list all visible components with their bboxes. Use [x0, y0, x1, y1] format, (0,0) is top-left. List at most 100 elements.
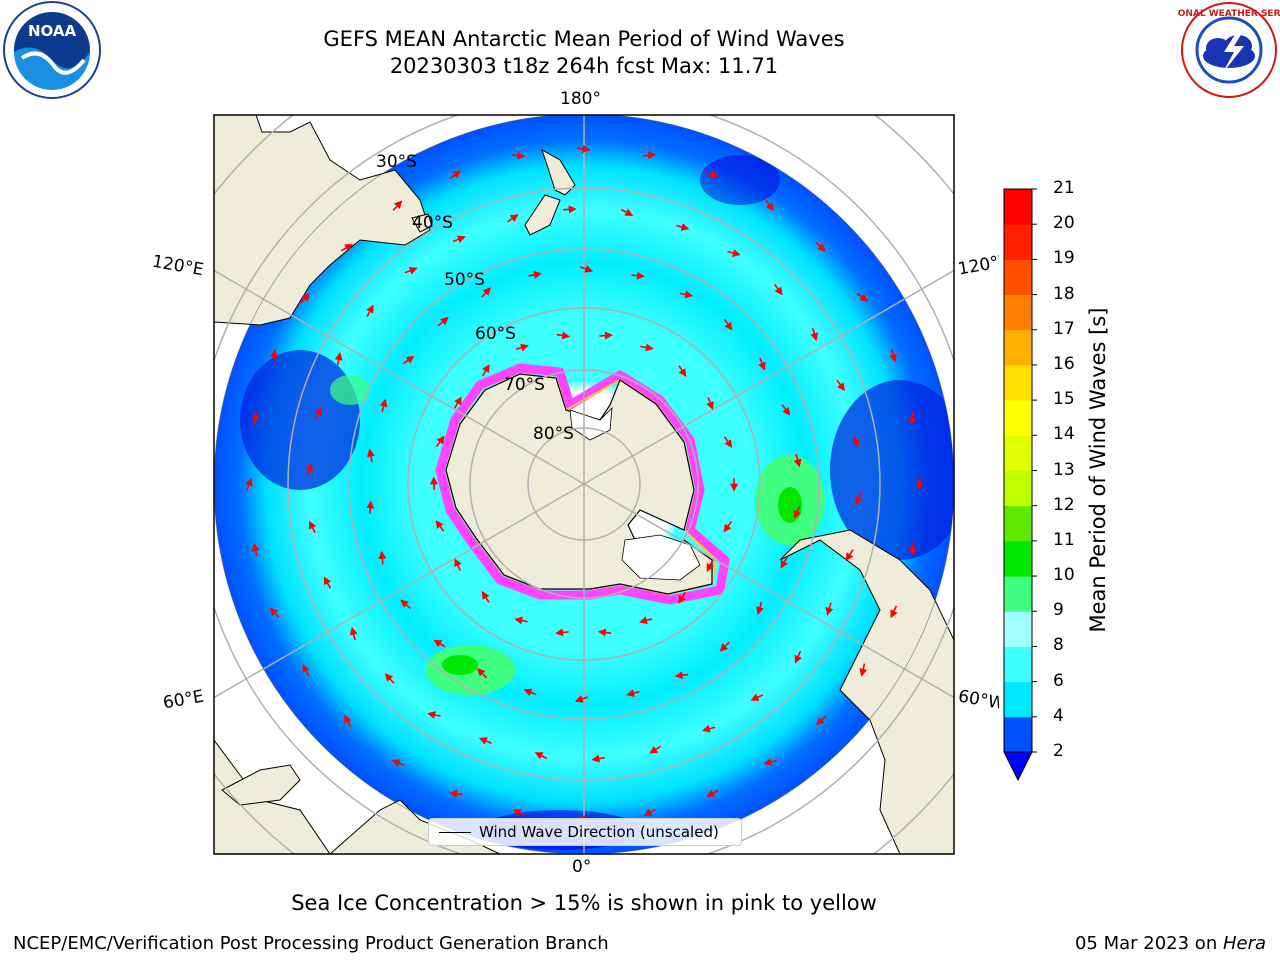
- wind-wave-arrow: [851, 434, 860, 448]
- wind-wave-arrow: [452, 235, 466, 244]
- sea-ice-edge: [435, 363, 730, 605]
- wind-wave-arrow: [391, 759, 405, 767]
- colorbar-segment: [1004, 716, 1032, 753]
- wind-wave-arrow: [620, 208, 634, 216]
- lon-label-0: 0°: [572, 857, 592, 877]
- chart-title: GEFS MEAN Antarctic Mean Period of Wind …: [323, 27, 845, 51]
- wind-wave-arrow: [914, 477, 923, 491]
- wind-wave-arrow: [705, 170, 719, 178]
- colorbar-segment: [1004, 540, 1032, 577]
- colorbar-segment: [1004, 364, 1032, 401]
- wind-wave-arrow: [756, 601, 764, 616]
- wind-wave-arrow: [512, 809, 526, 817]
- wind-wave-arrow: [793, 454, 802, 468]
- wind-wave-arrow: [478, 737, 492, 745]
- colorbar-label: Mean Period of Wind Waves [s]: [1086, 307, 1110, 633]
- map-frame: [213, 114, 955, 855]
- wind-wave-arrow: [555, 628, 569, 637]
- wind-wave-arrow: [793, 506, 801, 519]
- wind-wave-arrow: [723, 436, 733, 448]
- lat-label-50s: 50°S: [444, 270, 485, 290]
- colorbar-segment: [1004, 646, 1032, 683]
- wind-wave-arrow: [794, 650, 802, 664]
- map-legend: Wind Wave Direction (unscaled): [428, 818, 742, 846]
- colorbar-segment: [1004, 224, 1032, 260]
- wind-wave-arrow: [649, 745, 662, 754]
- wind-wave-arrow: [640, 343, 654, 352]
- wind-wave-arrow: [515, 343, 529, 352]
- wind-wave-arrow: [781, 404, 791, 416]
- wind-wave-arrow: [334, 352, 343, 366]
- wind-wave-arrow: [631, 271, 645, 280]
- wind-wave-arrow: [340, 244, 354, 252]
- wind-wave-arrow: [763, 758, 777, 766]
- footer-host: Hera: [1222, 933, 1266, 954]
- wind-wave-arrow: [366, 448, 375, 463]
- wind-wave-arrow: [366, 500, 375, 515]
- footer-date: 05 Mar 2023 on Hera: [1075, 933, 1266, 954]
- wind-wave-arrow: [392, 200, 403, 211]
- colorbar-segment: [1004, 329, 1032, 366]
- wind-wave-arrow: [855, 491, 863, 506]
- colorbar-tick-label: 17: [1053, 318, 1075, 339]
- colorbar-segment: [1004, 681, 1032, 718]
- ice-shelf-ross: [569, 406, 613, 441]
- land-tasmania: [411, 213, 433, 233]
- wind-wave-arrow: [482, 364, 490, 377]
- colorbar-tick-label: 20: [1053, 213, 1075, 234]
- wind-wave-arrow: [773, 283, 783, 296]
- noaa-logo-icon: NOAA: [3, 1, 101, 99]
- graticule: [214, 115, 954, 854]
- wind-wave-arrow: [765, 199, 774, 212]
- wind-wave-arrow: [563, 205, 577, 214]
- wind-wave-arrow: [402, 355, 415, 365]
- footer-date-text: 05 Mar 2023 on: [1074, 933, 1223, 954]
- wind-wave-arrow: [758, 357, 766, 371]
- wind-wave-arrow: [378, 550, 387, 565]
- wind-wave-arrow: [523, 688, 537, 697]
- wind-wave-arrow: [449, 170, 462, 179]
- wind-wave-arrow: [701, 724, 716, 733]
- wind-wave-arrow: [404, 266, 418, 275]
- wind-wave-arrow: [366, 304, 374, 317]
- land-new-zealand: [524, 148, 576, 236]
- wind-wave-arrow: [349, 626, 358, 641]
- wind-wave-arrow: [642, 151, 656, 160]
- wind-wave-arrow: [314, 406, 322, 419]
- noaa-logo-text: NOAA: [28, 22, 77, 40]
- wind-wave-arrow: [433, 639, 446, 648]
- colorbar-tick-label: 16: [1053, 353, 1075, 374]
- wind-wave-arrow: [599, 331, 613, 340]
- colorbar-segment: [1004, 189, 1032, 225]
- wind-wave-arrow: [626, 689, 640, 697]
- wind-wave-arrow: [514, 616, 528, 625]
- wind-wave-arrow: [719, 641, 730, 652]
- wind-wave-arrow: [815, 715, 827, 726]
- wind-wave-arrow: [859, 663, 868, 677]
- wind-wave-arrow: [437, 316, 449, 327]
- colorbar-tick-label: 15: [1053, 389, 1075, 410]
- wind-wave-arrow: [638, 616, 653, 625]
- wind-wave-arrow: [825, 602, 834, 616]
- wind-wave-arrow: [678, 365, 687, 377]
- wind-wave-arrow: [309, 520, 317, 534]
- nws-logo-icon: NATIONAL WEATHER SERVICE: [1178, 2, 1280, 98]
- wind-wave-arrow: [574, 695, 588, 703]
- colorbar: [1003, 188, 1037, 782]
- wind-wave-arrow: [270, 349, 279, 363]
- colorbar-tick-label: 6: [1053, 670, 1064, 691]
- wind-wave-arrow: [384, 673, 395, 684]
- sea-ice-caption: Sea Ice Concentration > 15% is shown in …: [291, 891, 877, 915]
- colorbar-segment: [1004, 611, 1032, 647]
- colorbar-segment: [1004, 576, 1032, 612]
- wind-wave-arrow: [908, 411, 917, 426]
- wind-wave-arrow: [449, 789, 463, 798]
- colorbar-tick-label: 10: [1053, 565, 1075, 586]
- colorbar-tick-label: 21: [1053, 178, 1075, 198]
- colorbar-tick-label: 13: [1053, 459, 1075, 480]
- wind-wave-arrow: [706, 559, 714, 572]
- colorbar-extend-triangle: [1003, 751, 1033, 782]
- nws-logo-text: NATIONAL WEATHER SERVICE: [1178, 9, 1280, 19]
- wind-wave-arrow: [810, 327, 819, 342]
- wind-wave-arrow: [706, 789, 719, 797]
